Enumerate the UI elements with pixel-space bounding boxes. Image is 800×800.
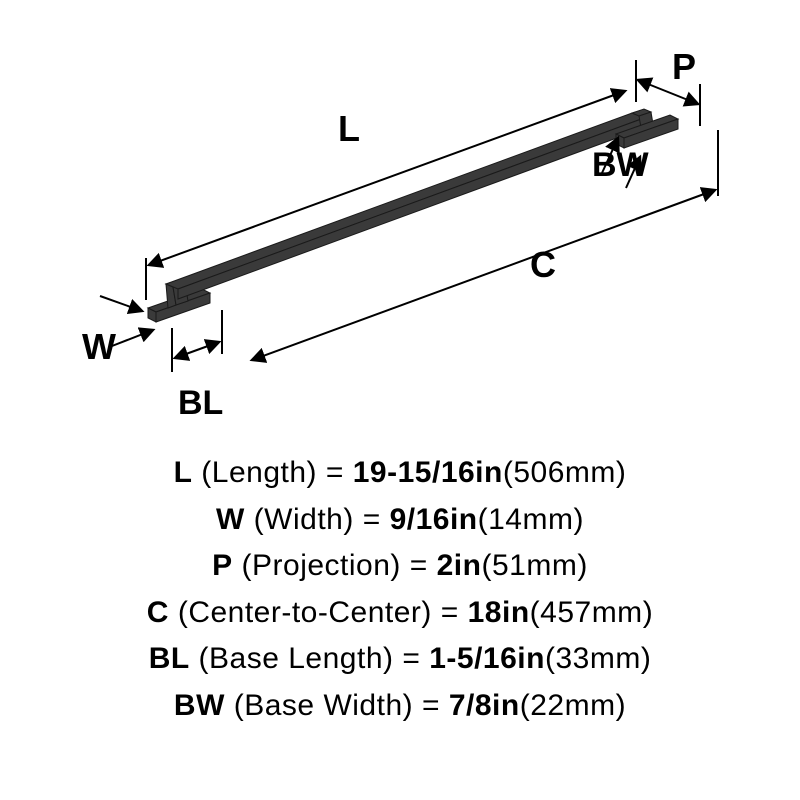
label-W: W (82, 326, 116, 368)
label-C: C (530, 244, 556, 286)
spec-eq: = (410, 549, 437, 582)
label-L: L (338, 108, 360, 150)
label-BL: BL (178, 384, 223, 423)
spec-mm: (14mm) (478, 503, 584, 536)
spec-row: W (Width) = 9/16in(14mm) (0, 497, 800, 544)
spec-mm: (457mm) (530, 596, 654, 629)
handle-shape (148, 109, 678, 322)
spec-eq: = (402, 642, 429, 675)
dimension-diagram: L P BW C W BL (0, 0, 800, 440)
spec-row: C (Center-to-Center) = 18in(457mm) (0, 590, 800, 637)
spec-row: P (Projection) = 2in(51mm) (0, 543, 800, 590)
spec-eq: = (326, 456, 353, 489)
spec-name: (Length) (201, 456, 317, 489)
spec-value: 2in (437, 549, 482, 582)
spec-symbol: W (216, 503, 245, 536)
spec-row: BL (Base Length) = 1-5/16in(33mm) (0, 636, 800, 683)
spec-value: 9/16in (390, 503, 478, 536)
spec-mm: (22mm) (520, 689, 626, 722)
spec-name: (Center-to-Center) (178, 596, 432, 629)
spec-eq: = (441, 596, 468, 629)
spec-row: L (Length) = 19-15/16in(506mm) (0, 450, 800, 497)
spec-symbol: BW (174, 689, 225, 722)
spec-value: 1-5/16in (429, 642, 545, 675)
spec-symbol: BL (149, 642, 190, 675)
spec-list: L (Length) = 19-15/16in(506mm) W (Width)… (0, 440, 800, 729)
spec-name: (Projection) (242, 549, 401, 582)
spec-name: (Base Width) (234, 689, 413, 722)
spec-symbol: P (212, 549, 233, 582)
spec-value: 19-15/16in (353, 456, 503, 489)
spec-name: (Base Length) (199, 642, 394, 675)
spec-value: 7/8in (449, 689, 520, 722)
spec-value: 18in (468, 596, 530, 629)
spec-mm: (33mm) (545, 642, 651, 675)
spec-eq: = (363, 503, 390, 536)
spec-mm: (51mm) (481, 549, 587, 582)
label-BW: BW (592, 146, 649, 185)
label-P: P (672, 46, 696, 88)
spec-name: (Width) (254, 503, 354, 536)
spec-row: BW (Base Width) = 7/8in(22mm) (0, 683, 800, 730)
spec-symbol: C (147, 596, 169, 629)
spec-eq: = (422, 689, 449, 722)
spec-mm: (506mm) (503, 456, 627, 489)
spec-symbol: L (174, 456, 193, 489)
